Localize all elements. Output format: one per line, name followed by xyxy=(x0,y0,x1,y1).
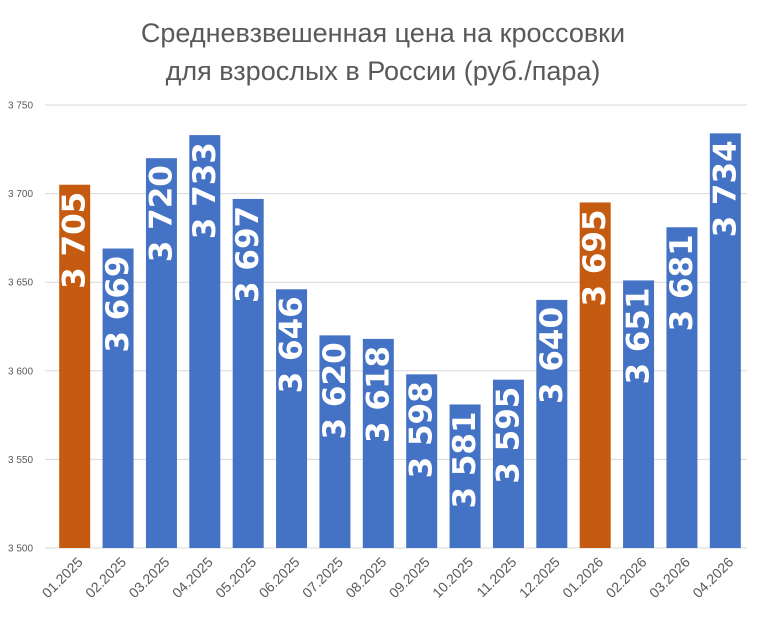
bar-02.2026 xyxy=(623,280,655,548)
bar-value-label: 3 681 xyxy=(664,234,700,331)
bar-03.2025 xyxy=(145,158,177,548)
x-category-label: 12.2025 xyxy=(516,554,563,601)
x-category-label: 01.2025 xyxy=(39,554,86,601)
bar-11.2025 xyxy=(492,379,524,548)
x-category-label: 03.2025 xyxy=(125,554,172,601)
x-category-label: 05.2025 xyxy=(212,554,259,601)
x-category-label: 10.2025 xyxy=(429,554,476,601)
bar-01.2026 xyxy=(579,202,611,548)
bar-value-label: 3 705 xyxy=(57,192,93,289)
bar-10.2025 xyxy=(449,404,481,548)
bar-05.2025 xyxy=(232,198,264,548)
x-category-label: 06.2025 xyxy=(256,554,303,601)
bar-value-label: 3 734 xyxy=(707,140,743,237)
bar-value-label: 3 595 xyxy=(490,387,526,484)
y-tick-label: 3 500 xyxy=(8,544,33,555)
x-category-label: 07.2025 xyxy=(299,554,346,601)
chart-title-line-2: для взрослых в России (руб./пара) xyxy=(165,56,601,86)
bar-value-label: 3 620 xyxy=(317,342,353,439)
bar-02.2025 xyxy=(102,248,134,549)
bar-value-label: 3 695 xyxy=(577,209,613,306)
bar-07.2025 xyxy=(319,335,351,548)
bar-04.2025 xyxy=(189,135,221,548)
x-category-label: 02.2025 xyxy=(82,554,129,601)
y-axis-tick-labels: 3 500 3 550 3 600 3 650 3 700 3 750 xyxy=(8,101,33,555)
bar-08.2025 xyxy=(362,338,394,548)
y-tick-label: 3 650 xyxy=(8,278,33,289)
bar-value-label: 3 640 xyxy=(534,307,570,404)
bar-04.2026 xyxy=(709,133,741,549)
x-category-label: 11.2025 xyxy=(473,554,520,601)
bar-value-label: 3 581 xyxy=(447,411,483,508)
bar-01.2025 xyxy=(59,184,91,549)
y-tick-label: 3 600 xyxy=(8,366,33,377)
bar-value-label: 3 646 xyxy=(274,296,310,393)
bar-09.2025 xyxy=(406,374,438,548)
y-tick-label: 3 550 xyxy=(8,455,33,466)
chart-title-line-1: Средневзвешенная цена на кроссовки xyxy=(140,18,626,48)
x-category-label: 01.2026 xyxy=(559,554,606,601)
bar-value-label: 3 733 xyxy=(187,142,223,239)
bar-value-label: 3 618 xyxy=(360,346,396,443)
x-category-label: 03.2026 xyxy=(646,554,693,601)
y-tick-label: 3 700 xyxy=(8,189,33,200)
bars xyxy=(59,133,741,549)
y-tick-label: 3 750 xyxy=(8,101,33,112)
bar-06.2025 xyxy=(276,289,308,548)
chart-title: Средневзвешенная цена на кроссовки для в… xyxy=(0,14,766,90)
bar-value-label: 3 598 xyxy=(404,381,440,478)
x-category-label: 08.2025 xyxy=(342,554,389,601)
bar-value-label: 3 669 xyxy=(100,256,136,353)
x-category-label: 04.2026 xyxy=(689,554,736,601)
bar-12.2025 xyxy=(536,299,568,548)
bar-value-label: 3 651 xyxy=(621,287,657,384)
x-axis-category-labels: 01.202502.202503.202504.202505.202506.20… xyxy=(39,554,737,601)
x-category-label: 09.2025 xyxy=(386,554,433,601)
bar-value-label: 3 697 xyxy=(230,206,266,303)
x-category-label: 04.2025 xyxy=(169,554,216,601)
bar-value-label: 3 720 xyxy=(143,165,179,262)
bar-03.2026 xyxy=(666,227,698,548)
x-category-label: 02.2026 xyxy=(603,554,650,601)
